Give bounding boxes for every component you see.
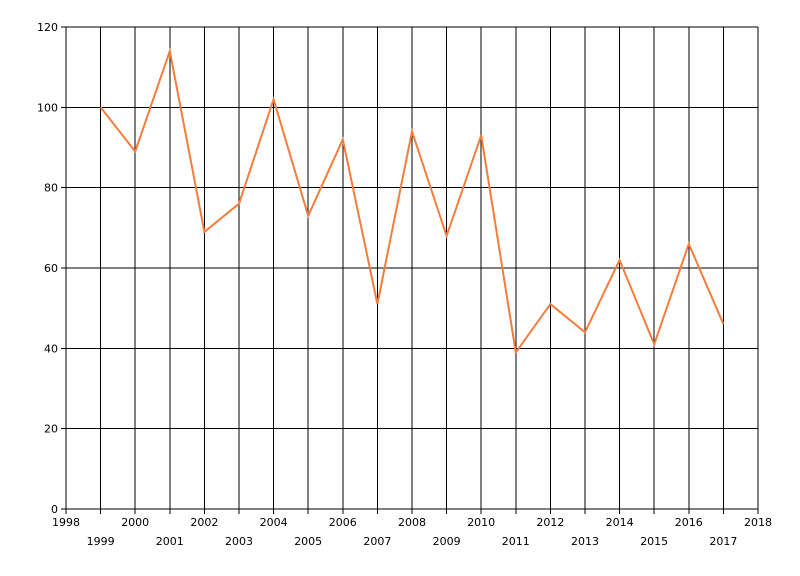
series-line: [99, 47, 725, 355]
x-tick-label: 2005: [294, 535, 322, 548]
x-tick-label: 2000: [121, 516, 149, 529]
x-tick-label: 2007: [363, 535, 391, 548]
grid: [66, 26, 759, 509]
x-tick-label: 2008: [398, 516, 426, 529]
y-tick-label: 80: [44, 182, 58, 195]
x-tick-label: 2003: [225, 535, 253, 548]
y-tick-label: 60: [44, 262, 58, 275]
tick-labels: 0 20 40 60 80 100 120 1998 1999 2000 2001 2002 2003 2…: [37, 21, 772, 548]
x-tick-label: 2006: [329, 516, 357, 529]
x-tick-label: 2014: [606, 516, 634, 529]
series-layer: [99, 47, 725, 355]
y-tick-label: 20: [44, 423, 58, 436]
x-tick-label: 1999: [87, 535, 115, 548]
x-tick-label: 2009: [433, 535, 461, 548]
x-tick-label: 2013: [571, 535, 599, 548]
x-tick-label: 2001: [156, 535, 184, 548]
x-tick-label: 2015: [640, 535, 668, 548]
x-tick-label: 2010: [467, 516, 495, 529]
x-tick-label: 2016: [675, 516, 703, 529]
x-tick-label: 2012: [536, 516, 564, 529]
x-tick-label: 2011: [502, 535, 530, 548]
x-tick-label: 2018: [744, 516, 772, 529]
x-tick-label: 2002: [190, 516, 218, 529]
x-tick-label: 1998: [52, 516, 80, 529]
y-tick-label: 40: [44, 342, 58, 355]
axes: [61, 26, 759, 514]
x-tick-label: 2017: [709, 535, 737, 548]
x-tick-label: 2004: [260, 516, 288, 529]
y-tick-label: 120: [37, 21, 58, 34]
y-tick-label: 100: [37, 101, 58, 114]
y-tick-label: 0: [51, 503, 58, 516]
